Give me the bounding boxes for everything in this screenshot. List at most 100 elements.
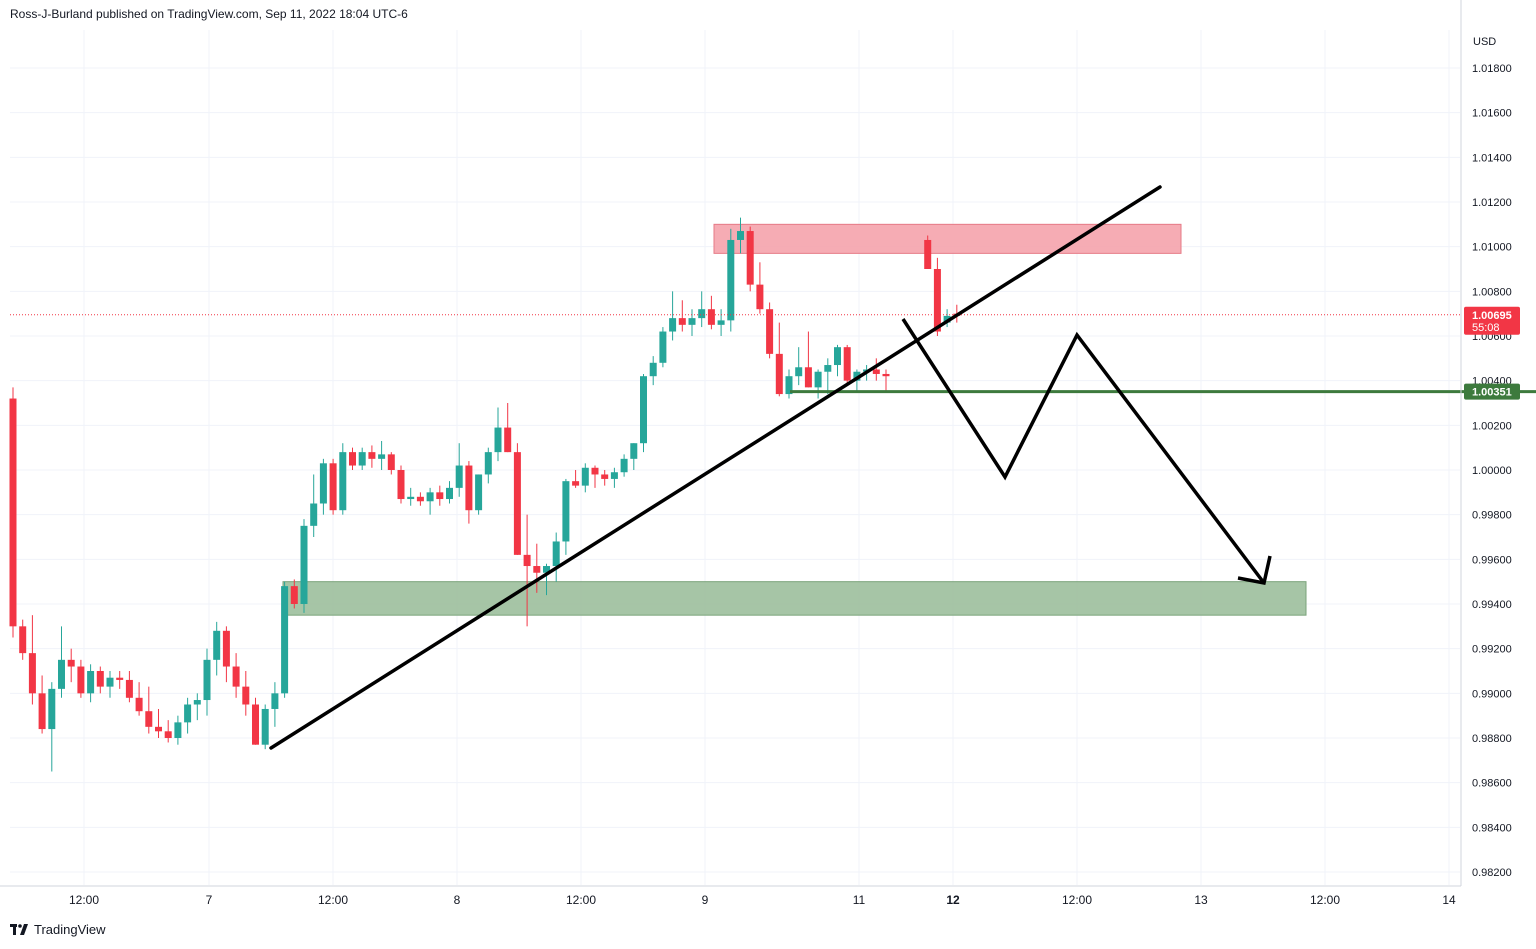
- candle-body: [271, 693, 279, 709]
- y-tick-label: 0.98600: [1472, 778, 1512, 790]
- currency-label: USD: [1473, 36, 1496, 48]
- candle-body: [387, 454, 395, 470]
- candle-body: [882, 373, 890, 377]
- x-tick-label: 14: [1442, 893, 1456, 907]
- candle-body: [455, 465, 463, 488]
- candle-body: [785, 376, 793, 395]
- candle-body: [543, 566, 550, 573]
- candle-body: [87, 671, 95, 694]
- candle-body: [135, 697, 143, 712]
- x-tick-label: 8: [454, 893, 461, 907]
- x-tick-label: 12:00: [318, 893, 348, 907]
- candle-body: [824, 365, 832, 372]
- resistance-zone: [713, 223, 1182, 254]
- candlestick-series: [9, 217, 961, 772]
- candle-body: [125, 679, 133, 698]
- candle-body: [106, 677, 114, 687]
- chart-grid: [10, 30, 1460, 885]
- candle-body: [601, 474, 609, 479]
- candle-body: [727, 239, 735, 321]
- publisher-caption: Ross-J-Burland published on TradingView.…: [10, 7, 408, 21]
- candle-body: [145, 711, 153, 727]
- candle-body: [640, 376, 647, 444]
- tradingview-logo-text: TradingView: [34, 922, 106, 937]
- tradingview-logo[interactable]: TradingView: [10, 922, 106, 937]
- candle-body: [290, 586, 298, 604]
- candle-body: [484, 452, 492, 475]
- candle-body: [407, 496, 415, 500]
- candle-body: [504, 427, 512, 453]
- candle-body: [834, 347, 841, 366]
- candle-body: [513, 452, 521, 555]
- candle-body: [232, 666, 240, 687]
- y-tick-label: 1.00200: [1472, 420, 1512, 432]
- candle-body: [184, 704, 192, 723]
- candle-body: [659, 331, 667, 363]
- candle-body: [465, 465, 473, 511]
- candle-body: [843, 347, 851, 381]
- candle-body: [58, 659, 65, 689]
- candle-body: [261, 708, 269, 745]
- candle-body: [349, 452, 356, 466]
- candle-body: [155, 726, 162, 732]
- candle-body: [48, 688, 56, 730]
- y-tick-label: 0.98200: [1472, 867, 1512, 879]
- y-tick-label: 1.00000: [1472, 465, 1512, 477]
- candle-body: [620, 458, 628, 473]
- candle-body: [9, 398, 17, 627]
- y-tick-label: 0.99600: [1472, 554, 1512, 566]
- candle-body: [933, 269, 941, 332]
- y-tick-label: 0.98400: [1472, 822, 1512, 834]
- candle-body: [669, 318, 677, 332]
- candle-body: [707, 309, 715, 325]
- candle-body: [416, 496, 424, 502]
- candle-body: [77, 666, 85, 694]
- candle-body: [319, 463, 327, 504]
- candle-body: [804, 367, 812, 388]
- candle-body: [252, 704, 259, 745]
- projection-arrowhead: [1237, 555, 1272, 586]
- candle-body: [552, 541, 560, 567]
- candle-body: [737, 231, 744, 240]
- candle-body: [678, 318, 686, 325]
- x-tick-label: 12:00: [69, 893, 99, 907]
- candle-body: [717, 320, 725, 325]
- chart-zones: [282, 223, 1307, 616]
- x-tick-label: 11: [853, 893, 866, 907]
- y-tick-label: 1.00800: [1472, 286, 1512, 298]
- candle-body: [746, 231, 754, 285]
- countdown-label: 55:08: [1472, 322, 1500, 334]
- candle-body: [397, 470, 405, 500]
- y-tick-label: 1.01000: [1472, 242, 1512, 254]
- candle-body: [610, 472, 618, 479]
- support-zone: [282, 581, 1307, 616]
- support-level-badge: [1464, 383, 1520, 400]
- x-tick-label: 12:00: [1062, 893, 1092, 907]
- y-tick-label: 1.01400: [1472, 152, 1512, 164]
- candle-body: [572, 481, 580, 486]
- candle-body: [775, 353, 783, 395]
- candle-body: [38, 693, 46, 730]
- candle-body: [310, 503, 318, 526]
- projection-path: [901, 318, 1266, 585]
- candle-body: [581, 467, 589, 486]
- candle-body: [853, 371, 861, 381]
- candle-body: [943, 315, 951, 323]
- candle-body: [358, 452, 366, 466]
- y-tick-label: 0.99400: [1472, 599, 1512, 611]
- y-tick-label: 0.99800: [1472, 510, 1512, 522]
- x-tick-label: 12:00: [1310, 893, 1340, 907]
- candle-body: [562, 481, 570, 542]
- trend-drawings: [10, 185, 1536, 750]
- candle-body: [67, 659, 75, 667]
- candle-body: [222, 630, 230, 667]
- candle-body: [436, 492, 444, 500]
- candle-body: [203, 659, 211, 701]
- candle-body: [329, 463, 337, 511]
- candle-body: [795, 367, 803, 377]
- y-tick-label: 1.01200: [1472, 197, 1512, 209]
- candle-body: [174, 722, 182, 738]
- y-tick-label: 1.01800: [1472, 63, 1512, 75]
- support-level-label: 1.00351: [1472, 387, 1512, 399]
